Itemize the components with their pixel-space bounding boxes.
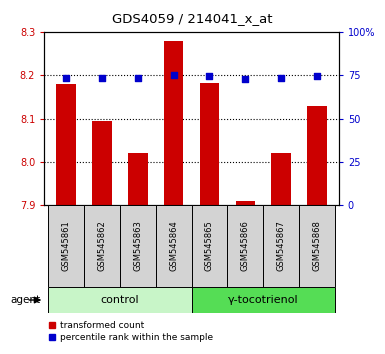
Point — [63, 75, 69, 81]
Bar — [156, 205, 192, 287]
Bar — [128, 153, 147, 205]
Point — [314, 73, 320, 79]
Bar — [120, 205, 156, 287]
Bar — [271, 153, 291, 205]
Bar — [92, 121, 112, 205]
Bar — [164, 41, 184, 205]
Point — [99, 75, 105, 81]
Text: agent: agent — [10, 295, 40, 305]
Text: GDS4059 / 214041_x_at: GDS4059 / 214041_x_at — [112, 12, 273, 25]
Text: GSM545861: GSM545861 — [61, 221, 70, 272]
Bar — [48, 205, 84, 287]
Bar — [263, 205, 299, 287]
Bar — [56, 84, 76, 205]
Bar — [48, 287, 192, 313]
Bar — [192, 205, 228, 287]
Bar — [192, 287, 335, 313]
Bar — [307, 105, 327, 205]
Text: GSM545867: GSM545867 — [277, 221, 286, 272]
Text: GSM545865: GSM545865 — [205, 221, 214, 272]
Text: control: control — [100, 295, 139, 305]
Text: GSM545864: GSM545864 — [169, 221, 178, 272]
Text: GSM545863: GSM545863 — [133, 221, 142, 272]
Bar — [84, 205, 120, 287]
Point — [171, 73, 177, 78]
Bar — [236, 201, 255, 205]
Legend: transformed count, percentile rank within the sample: transformed count, percentile rank withi… — [49, 321, 213, 342]
Point — [242, 76, 248, 81]
Point — [135, 75, 141, 81]
Point — [206, 73, 213, 79]
Bar — [299, 205, 335, 287]
Text: GSM545868: GSM545868 — [313, 221, 322, 272]
Bar — [228, 205, 263, 287]
Text: GSM545862: GSM545862 — [97, 221, 106, 272]
Text: γ-tocotrienol: γ-tocotrienol — [228, 295, 299, 305]
Point — [278, 75, 285, 81]
Bar — [199, 82, 219, 205]
Text: GSM545866: GSM545866 — [241, 221, 250, 272]
